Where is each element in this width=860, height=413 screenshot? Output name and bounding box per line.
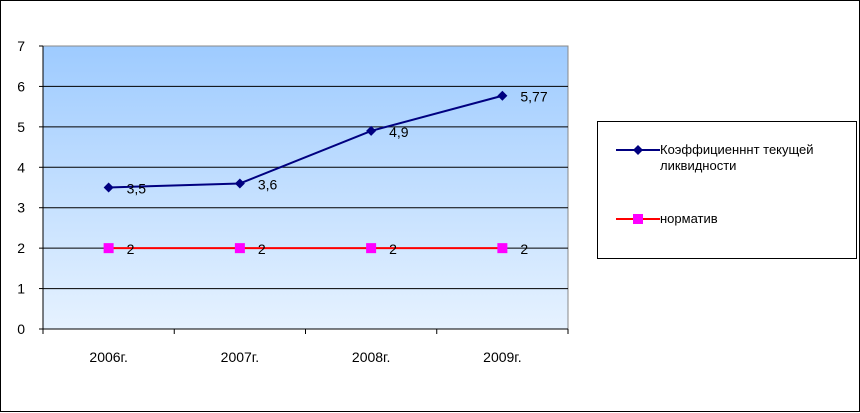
data-point xyxy=(103,182,114,193)
legend-item-series-1: Коэффициенннт текущей ликвидности xyxy=(598,142,840,174)
legend-swatch-series-1 xyxy=(616,142,660,158)
y-tick-label: 5 xyxy=(17,119,25,135)
data-point xyxy=(103,243,114,254)
data-label: 2 xyxy=(389,241,397,257)
data-point xyxy=(366,243,377,254)
y-tick-label: 6 xyxy=(17,78,25,94)
data-label: 4,9 xyxy=(389,124,409,140)
legend-item-series-2: норматив xyxy=(598,211,840,227)
y-tick-label: 4 xyxy=(17,159,25,175)
data-label: 2 xyxy=(520,241,528,257)
legend-label-series-2: норматив xyxy=(660,211,718,226)
data-point xyxy=(234,178,245,189)
data-label: 2 xyxy=(258,241,266,257)
axes xyxy=(39,45,569,334)
legend-label-series-1: Коэффициенннт текущей ликвидности xyxy=(660,142,814,173)
data-point xyxy=(497,90,508,101)
data-point xyxy=(497,243,508,254)
data-label: 2 xyxy=(127,241,135,257)
legend-swatch-series-2 xyxy=(616,211,660,227)
y-tick-label: 7 xyxy=(17,38,25,54)
x-tick-label: 2009г. xyxy=(483,349,521,365)
y-tick-labels: 0 1 2 3 4 5 6 7 xyxy=(17,38,25,337)
series-line-1 xyxy=(108,94,503,189)
y-tick-label: 3 xyxy=(17,200,25,216)
x-tick-labels: 2006г. 2007г. 2008г. 2009г. xyxy=(89,349,521,365)
data-point xyxy=(234,243,245,254)
data-label: 3,6 xyxy=(258,176,278,192)
x-tick-label: 2007г. xyxy=(221,349,259,365)
y-tick-label: 0 xyxy=(17,321,25,337)
y-tick-label: 2 xyxy=(17,240,25,256)
data-label: 5,77 xyxy=(520,89,547,105)
x-tick-label: 2006г. xyxy=(89,349,127,365)
legend: Коэффициенннт текущей ликвидности нормат… xyxy=(597,121,857,259)
series-group: 3,5 3,6 4,9 5,77 2 2 2 2 xyxy=(103,89,548,257)
y-tick-label: 1 xyxy=(17,281,25,297)
x-tick-label: 2008г. xyxy=(352,349,390,365)
data-label: 3,5 xyxy=(127,181,147,197)
